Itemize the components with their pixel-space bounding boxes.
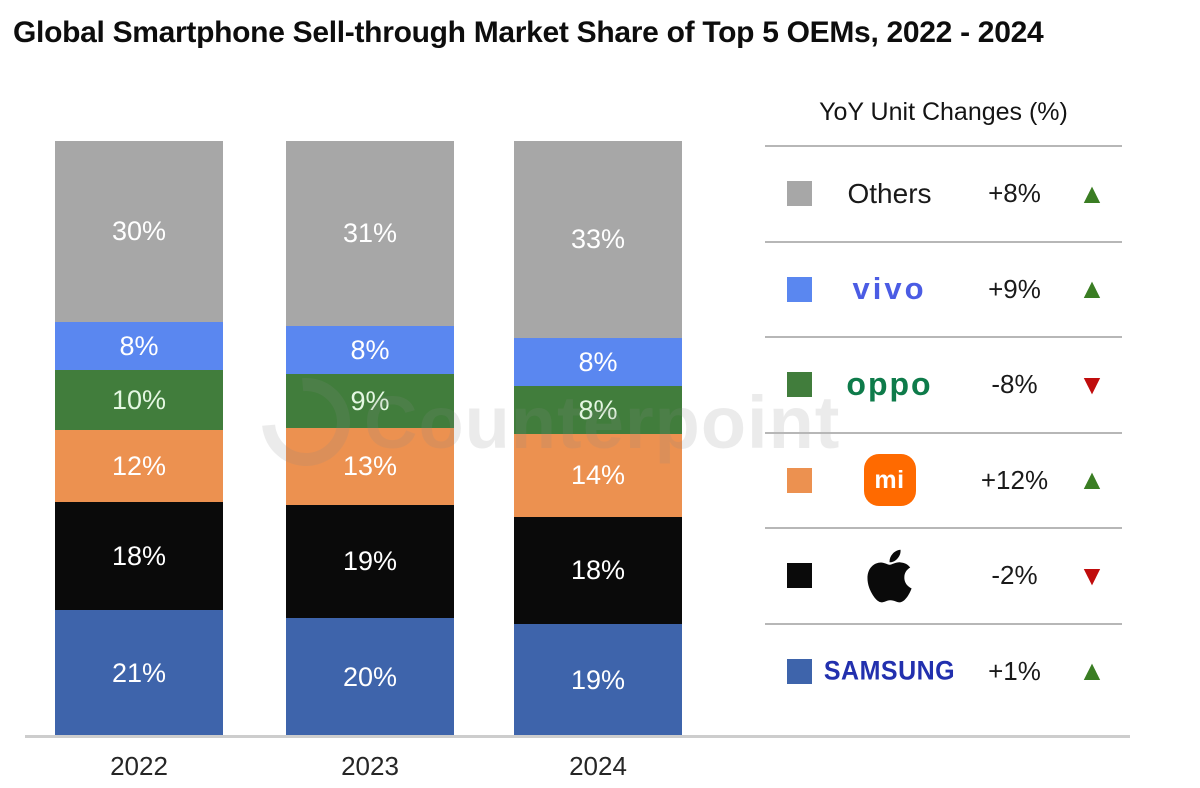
legend-row-others: Others +8% ▲ (765, 145, 1122, 241)
segment-value-label: 31% (342, 218, 398, 248)
segment-value-label: 13% (342, 451, 398, 481)
others-label: Others (847, 177, 932, 209)
chart-title: Global Smartphone Sell-through Market Sh… (13, 16, 1044, 49)
oppo-color-swatch (787, 372, 812, 398)
segment-2022-vivo: 8% (55, 322, 223, 370)
vivo-logo: vivo (852, 271, 927, 307)
segment-value-label: 18% (570, 555, 626, 585)
segment-value-label: 19% (342, 546, 398, 576)
others-color-swatch (787, 181, 812, 207)
segment-2022-samsung: 21% (55, 610, 223, 737)
segment-value-label: 33% (570, 224, 626, 254)
yoy-change-samsung: +1% (988, 655, 1041, 686)
segment-value-label: 8% (119, 330, 159, 361)
segment-2024-oppo: 8% (514, 386, 682, 434)
segment-2023-others: 31% (286, 141, 454, 326)
segment-2022-xiaomi: 12% (55, 430, 223, 502)
legend-row-oppo: oppo -8% ▼ (765, 336, 1122, 432)
down-triangle-icon: ▼ (1078, 559, 1106, 591)
x-tick-2024: 2024 (569, 751, 627, 781)
yoy-change-vivo: +9% (988, 273, 1041, 304)
segment-2024-vivo: 8% (514, 338, 682, 386)
xiaomi-color-swatch (787, 467, 812, 493)
vivo-color-swatch (787, 276, 812, 302)
stacked-bar-2023: 31% 8% 9% 13% 19% 20% (286, 141, 454, 737)
segment-value-label: 9% (350, 385, 390, 416)
segment-value-label: 12% (111, 450, 167, 481)
segment-2023-oppo: 9% (286, 374, 454, 428)
legend-row-samsung: SAMSUNG +1% ▲ (765, 622, 1122, 719)
segment-value-label: 8% (578, 346, 618, 377)
segment-value-label: 8% (350, 334, 390, 365)
segment-value-label: 30% (111, 216, 167, 246)
yoy-change-apple: -2% (991, 560, 1038, 591)
segment-value-label: 8% (578, 394, 618, 425)
down-triangle-icon: ▼ (1078, 368, 1106, 400)
apple-logo-icon (867, 549, 912, 603)
samsung-logo: SAMSUNG (823, 655, 956, 686)
apple-color-swatch (787, 563, 812, 589)
up-triangle-icon: ▲ (1078, 464, 1106, 496)
segment-value-label: 21% (111, 658, 167, 688)
samsung-color-swatch (787, 658, 812, 684)
segment-2023-samsung: 20% (286, 618, 454, 737)
segment-2024-xiaomi: 14% (514, 434, 682, 517)
yoy-change-xiaomi: +12% (980, 464, 1049, 495)
x-axis-line (25, 735, 1130, 738)
segment-value-label: 14% (570, 460, 626, 490)
legend-title: YoY Unit Changes (%) (819, 98, 1068, 126)
x-tick-2023: 2023 (341, 751, 399, 781)
segment-value-label: 18% (111, 540, 167, 571)
yoy-change-oppo: -8% (991, 369, 1038, 400)
legend-row-vivo: vivo +9% ▲ (765, 240, 1122, 337)
segment-2024-apple: 18% (514, 517, 682, 624)
segment-2023-apple: 19% (286, 505, 454, 618)
legend-row-apple: -2% ▼ (765, 527, 1122, 623)
segment-2024-samsung: 19% (514, 624, 682, 737)
xiaomi-mi-logo: mi (863, 454, 916, 507)
segment-2023-vivo: 8% (286, 326, 454, 374)
mi-logo-text: mi (874, 465, 905, 494)
segment-value-label: 19% (570, 665, 626, 695)
x-tick-2022: 2022 (110, 751, 168, 781)
legend-row-xiaomi: mi +12% ▲ (765, 431, 1122, 528)
stacked-bar-2024: 33% 8% 8% 14% 18% 19% (514, 141, 682, 737)
stacked-bar-2022: 30% 8% 10% 12% 18% 21% (55, 141, 223, 737)
segment-value-label: 20% (342, 662, 398, 692)
segment-value-label: 10% (111, 384, 167, 415)
segment-2022-others: 30% (55, 141, 223, 322)
yoy-legend-panel: YoY Unit Changes (%) Others +8% ▲ vivo +… (765, 98, 1122, 718)
segment-2022-apple: 18% (55, 502, 223, 610)
up-triangle-icon: ▲ (1078, 655, 1106, 687)
segment-2024-others: 33% (514, 141, 682, 338)
up-triangle-icon: ▲ (1078, 273, 1106, 305)
up-triangle-icon: ▲ (1078, 177, 1106, 209)
segment-2023-xiaomi: 13% (286, 428, 454, 505)
segment-2022-oppo: 10% (55, 370, 223, 430)
yoy-change-others: +8% (988, 178, 1041, 209)
oppo-logo: oppo (846, 366, 933, 403)
